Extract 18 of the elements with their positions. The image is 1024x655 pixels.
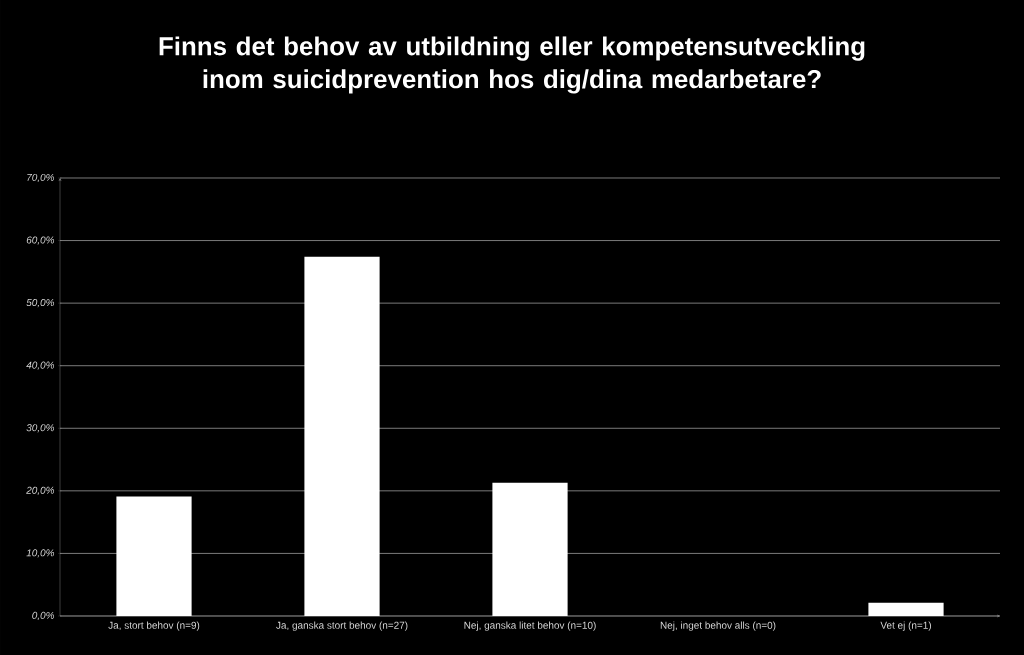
y-tick-label: 10,0%: [26, 549, 55, 558]
bar: [868, 602, 944, 616]
x-tick-label: Nej, ganska litet behov (n=10): [464, 621, 596, 631]
bar: [116, 496, 192, 616]
chart-title: Finns det behov av utbildning eller kompetensutveckling inom suicidprevention hos dig/dina medarbetare?: [159, 36, 865, 94]
y-tick-label: 40,0%: [26, 361, 55, 370]
x-tick-label: Vet ej (n=1): [880, 621, 931, 631]
y-tick-label: 30,0%: [26, 424, 55, 433]
y-tick-label: 20,0%: [26, 486, 55, 495]
y-tick-label: 0,0%: [32, 611, 55, 621]
x-tick-label: Ja, stort behov (n=9): [108, 621, 200, 631]
y-tick-label: 60,0%: [26, 236, 55, 245]
x-tick-label: Nej, inget behov alls (n=0): [660, 621, 776, 631]
x-tick-label: Ja, ganska stort behov (n=27): [276, 621, 408, 631]
y-tick-label: 70,0%: [27, 173, 55, 183]
bar: [492, 482, 568, 616]
y-tick-label: 50,0%: [26, 299, 55, 308]
bar: [304, 256, 380, 616]
